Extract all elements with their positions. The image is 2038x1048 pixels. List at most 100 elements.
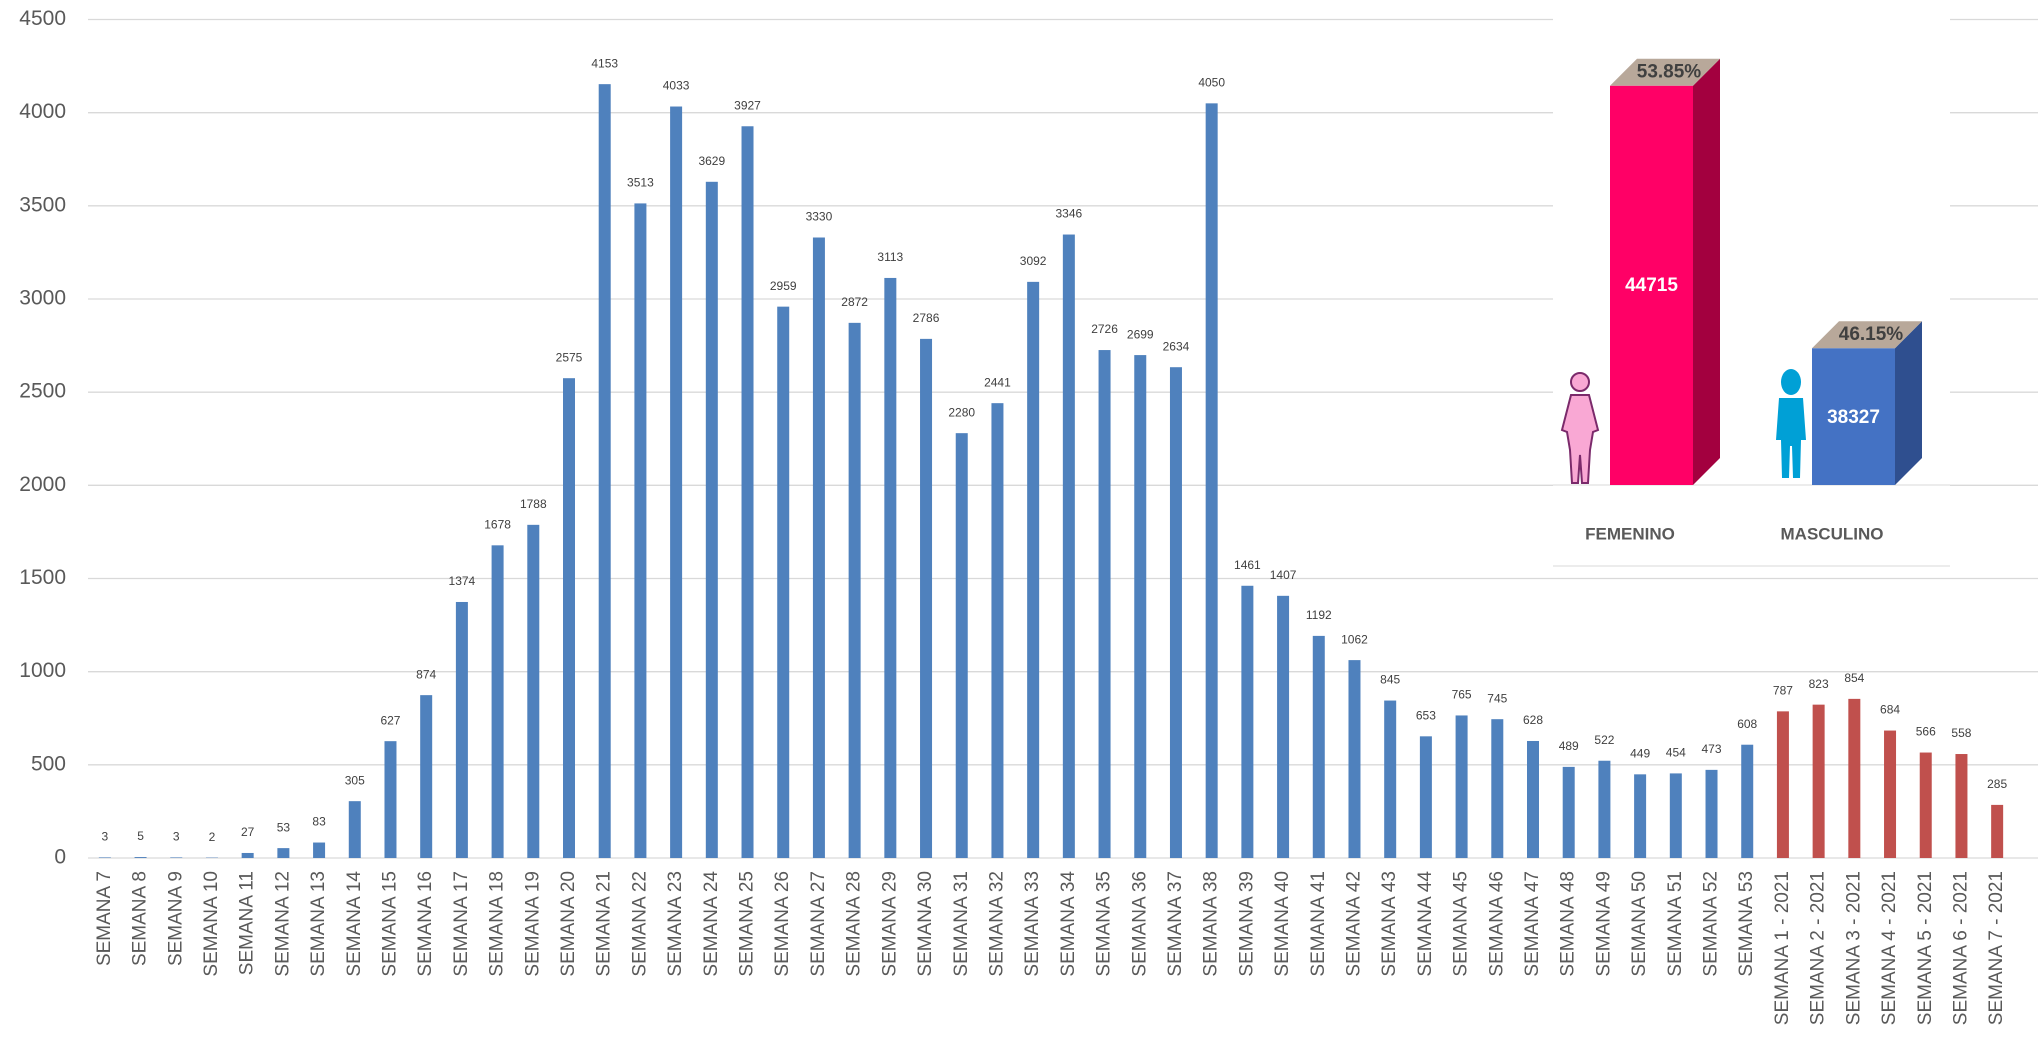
bar [170,857,183,858]
value-label: 627 [380,713,400,727]
bar [384,741,397,858]
bar [884,277,897,858]
value-label: 1678 [484,518,511,532]
bar [1312,635,1325,858]
x-tick-label: SEMANA 48 [1558,871,1579,977]
bar [1384,700,1397,858]
x-tick-label: SEMANA 46 [1486,871,1507,977]
value-label: 53 [277,820,291,834]
value-label: 3513 [627,176,654,190]
bar [491,545,504,858]
bar [1741,744,1754,858]
x-tick-label: SEMANA 13 [308,871,329,977]
x-tick-label: SEMANA 20 [558,871,579,977]
x-tick-label: SEMANA 31 [951,871,972,977]
value-label: 1788 [520,497,547,511]
x-tick-label: SEMANA 28 [844,871,865,977]
x-tick-label: SEMANA 29 [879,871,900,977]
x-tick-label: SEMANA 2 - 2021 [1808,871,1829,1025]
x-tick-label: SEMANA 24 [701,871,722,977]
x-tick-label: SEMANA 39 [1236,871,1257,977]
bar [670,106,683,858]
y-tick-label: 1500 [19,566,66,589]
x-tick-label: SEMANA 10 [201,871,222,977]
x-tick-label: SEMANA 51 [1665,871,1686,977]
x-tick-label: SEMANA 23 [665,871,686,977]
value-label: 3346 [1056,207,1083,221]
y-tick-label: 3000 [19,287,66,310]
value-label: 2699 [1127,327,1154,341]
x-tick-label: SEMANA 42 [1343,871,1364,977]
x-tick-label: SEMANA 15 [379,871,400,977]
x-tick-label: SEMANA 52 [1701,871,1722,977]
x-tick-label: SEMANA 40 [1272,871,1293,977]
bar [1598,760,1611,858]
value-label: 653 [1416,708,1436,722]
bar [1776,711,1789,858]
value-label: 787 [1773,684,1793,698]
x-tick-label: SEMANA 41 [1308,871,1329,977]
value-label: 3629 [698,154,725,168]
value-label: 3 [102,830,109,844]
bar [1169,367,1182,858]
bar [98,857,111,858]
x-tick-label: SEMANA 7 - 2021 [1986,871,2007,1025]
bar [1884,730,1897,858]
bar-side [1895,321,1922,485]
bar [1134,355,1147,858]
value-label: 1407 [1270,568,1297,582]
y-tick-label: 2500 [19,380,66,403]
value-label: 4050 [1198,76,1225,90]
x-tick-label: SEMANA 35 [1094,871,1115,977]
value-label: 1192 [1306,608,1332,622]
bar [1098,350,1111,858]
x-tick-label: SEMANA 14 [344,871,365,977]
value-label: 1461 [1234,558,1261,572]
value-label: 44715 [1625,275,1678,296]
value-label: 2441 [984,375,1011,389]
x-tick-label: SEMANA 8 [130,871,151,966]
bar [955,433,968,858]
x-tick-label: SEMANA 1 - 2021 [1772,871,1793,1025]
value-label: 4153 [591,56,618,70]
value-label: 2575 [556,350,583,364]
bar [1812,348,1895,485]
female-icon [1560,372,1600,484]
x-tick-label: SEMANA 4 - 2021 [1879,871,1900,1025]
x-tick-label: SEMANA 26 [772,871,793,977]
x-tick-label: SEMANA 43 [1379,871,1400,977]
value-label: 765 [1452,688,1472,702]
bar [1634,774,1647,858]
value-label: 845 [1380,673,1400,687]
bar [1610,85,1693,485]
bar [1062,234,1075,858]
value-label: 2726 [1091,322,1118,336]
male-icon [1776,369,1806,478]
bar [777,306,790,859]
x-tick-label: SEMANA 21 [594,871,615,977]
value-label: 5 [137,829,144,843]
bar-top [1610,58,1720,86]
bar [741,126,754,859]
value-label: 745 [1487,691,1507,705]
value-label: 2959 [770,279,797,293]
value-label: 823 [1809,677,1829,691]
bar [1848,698,1861,858]
bar [1669,773,1682,858]
value-label: 1374 [449,574,476,588]
x-tick-label: SEMANA 12 [272,871,293,977]
x-tick-label: SEMANA 38 [1201,871,1222,977]
value-label: 473 [1702,742,1722,756]
bar [1241,585,1254,858]
value-label: 3330 [806,210,833,224]
category-label: MASCULINO [1781,524,1884,543]
bar [277,848,290,858]
value-label: 3927 [734,98,761,112]
bar-side [1693,58,1720,485]
value-label: 1062 [1341,632,1368,646]
x-tick-label: SEMANA 25 [737,871,758,977]
icon-body [1560,394,1600,484]
icon-body [1776,398,1806,478]
bar [705,181,718,858]
